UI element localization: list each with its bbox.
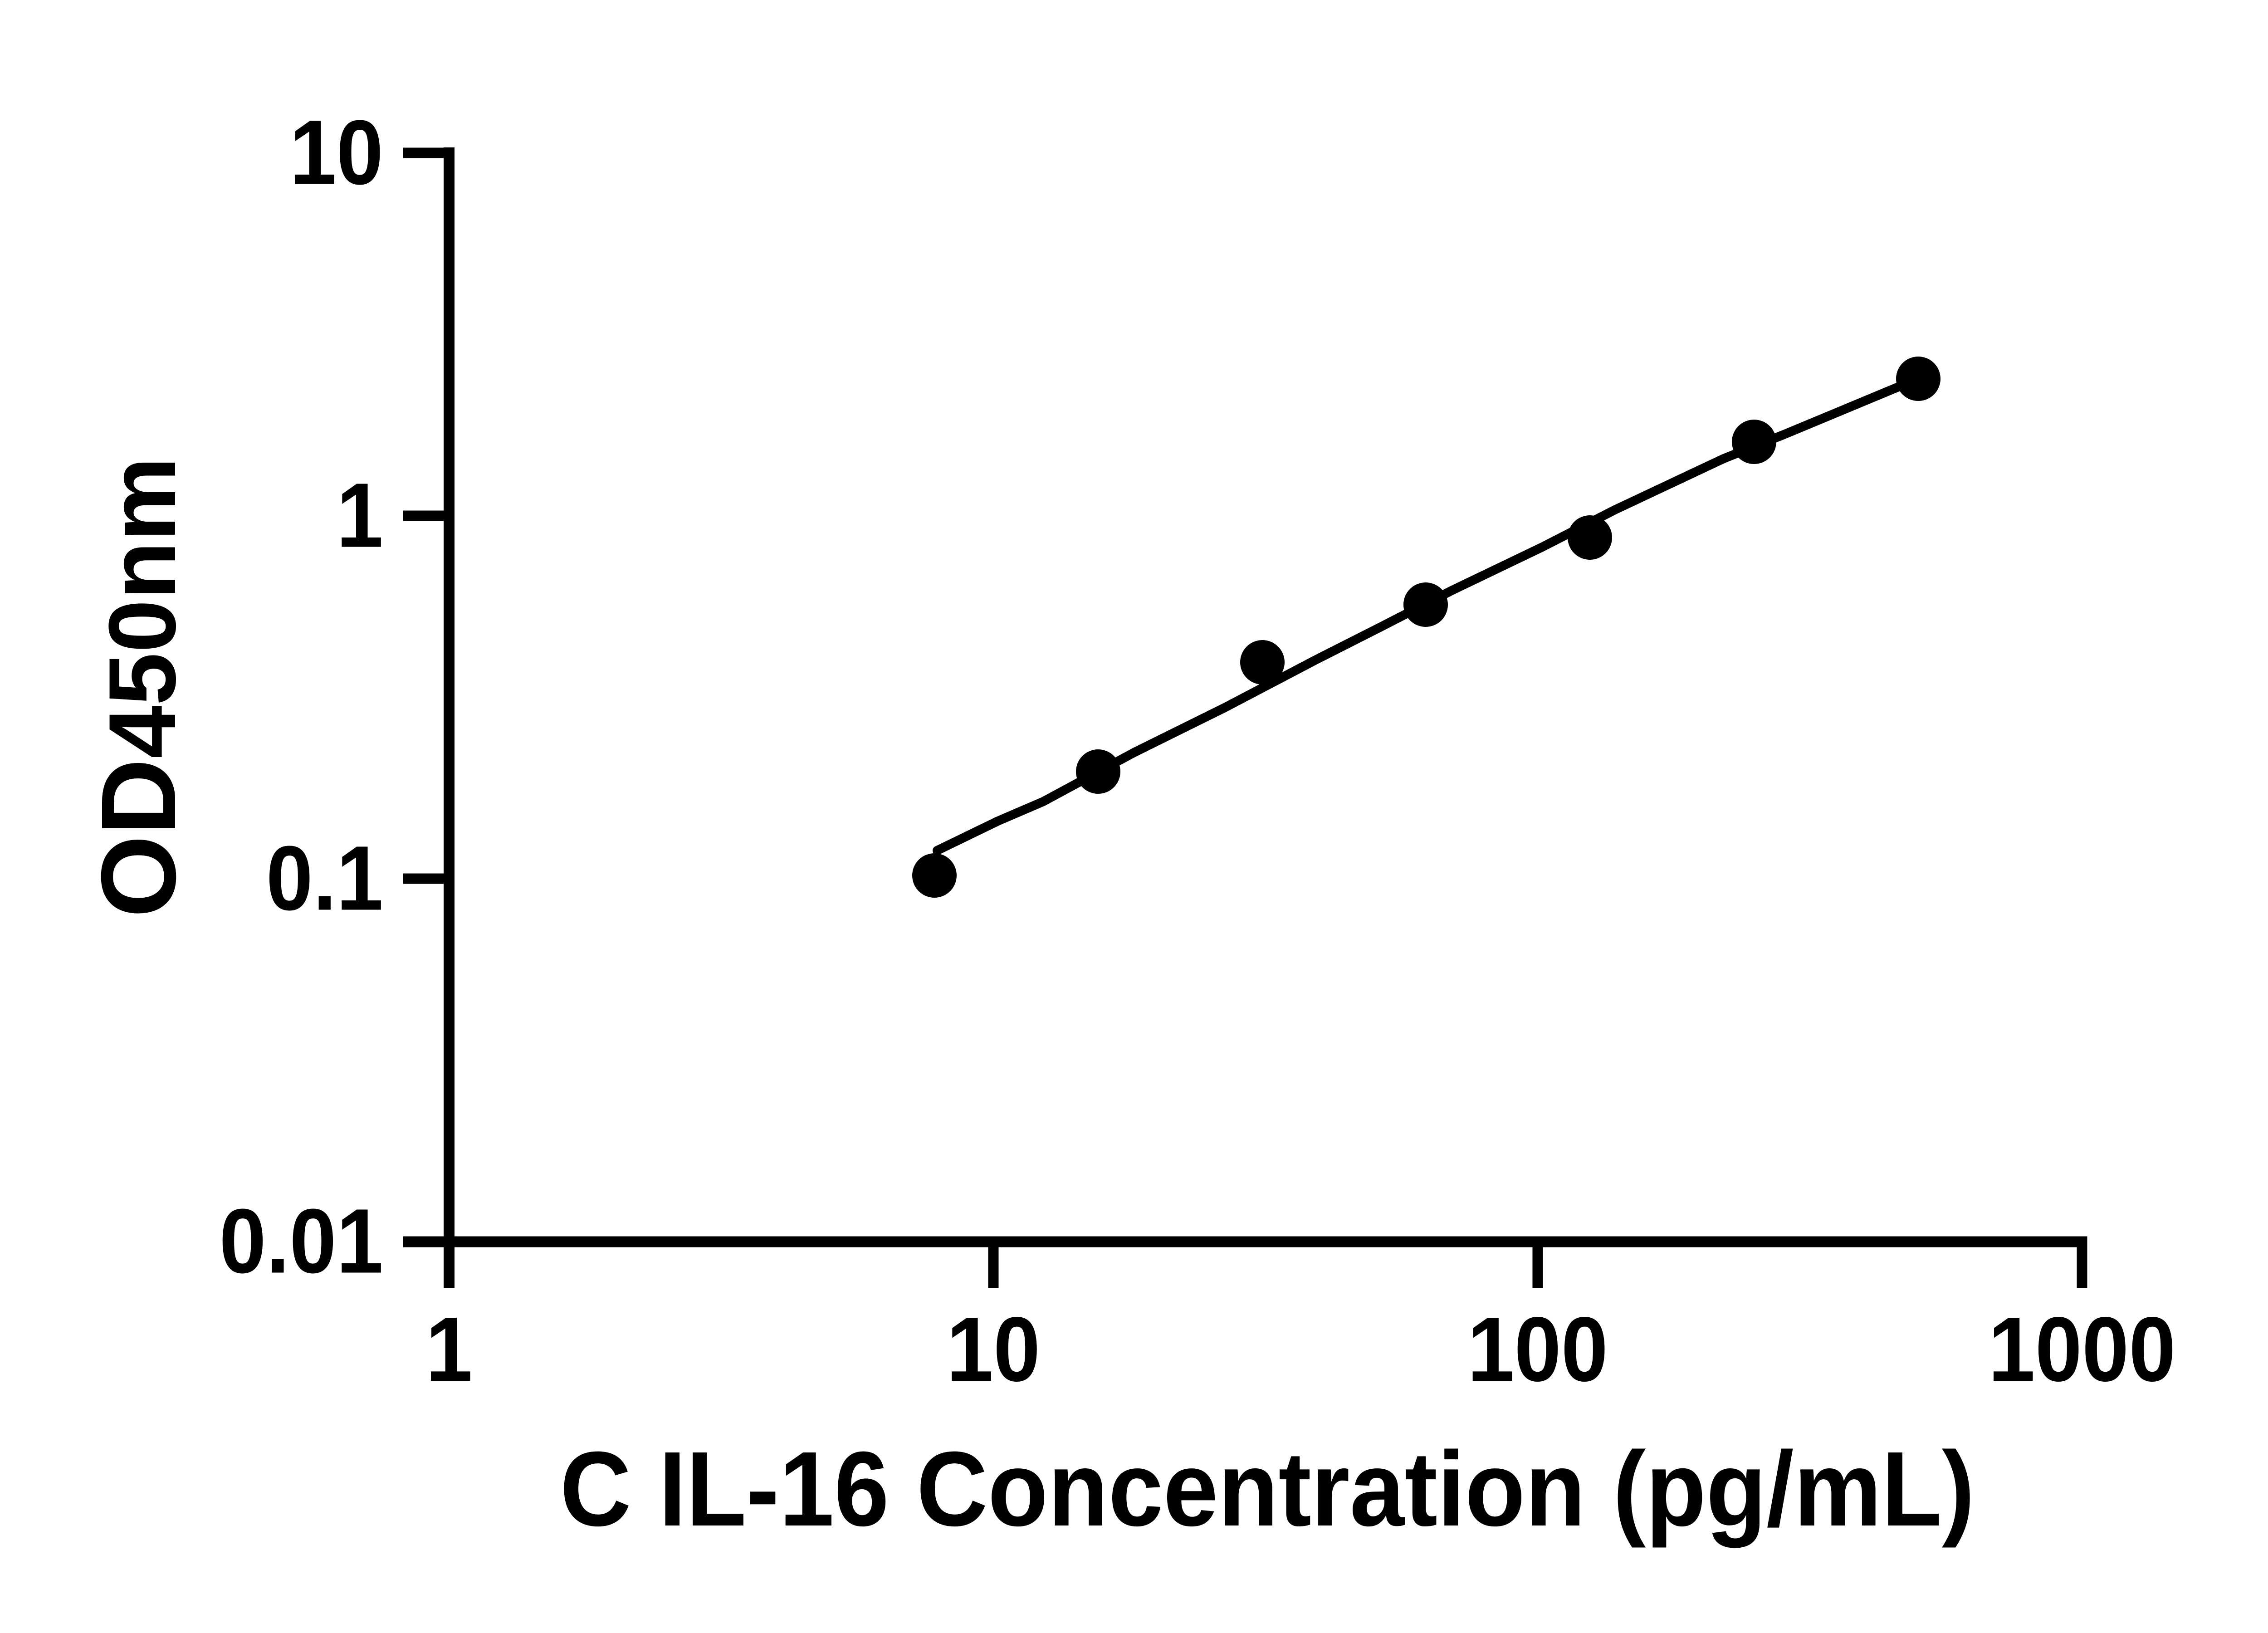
svg-text:10: 10 xyxy=(947,1298,1041,1401)
svg-text:OD450nm: OD450nm xyxy=(79,457,198,918)
svg-text:1: 1 xyxy=(425,1298,472,1401)
svg-text:1: 1 xyxy=(337,464,383,567)
svg-text:1000: 1000 xyxy=(1988,1298,2175,1401)
svg-text:100: 100 xyxy=(1467,1298,1608,1401)
svg-text:C IL-16 Concentration (pg/mL): C IL-16 Concentration (pg/mL) xyxy=(560,1429,1975,1548)
svg-text:0.1: 0.1 xyxy=(266,827,383,929)
svg-text:10: 10 xyxy=(289,101,383,204)
svg-text:0.01: 0.01 xyxy=(219,1190,383,1292)
